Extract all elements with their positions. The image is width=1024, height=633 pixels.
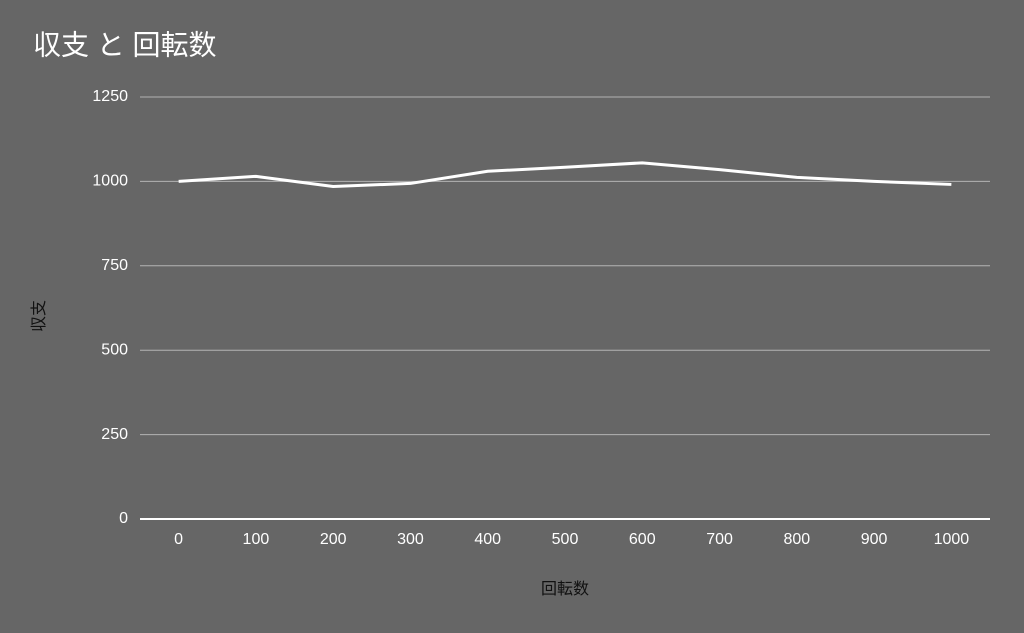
x-tick-label: 100 (243, 531, 270, 548)
y-tick-label: 0 (119, 510, 128, 527)
y-tick-label: 500 (101, 341, 128, 358)
x-tick-label: 800 (783, 531, 810, 548)
y-tick-label: 1250 (92, 88, 128, 105)
y-axis-title: 収支 (30, 300, 48, 332)
x-tick-label: 900 (861, 531, 888, 548)
y-tick-label: 750 (101, 257, 128, 274)
x-tick-label: 1000 (934, 531, 970, 548)
x-tick-label: 200 (320, 531, 347, 548)
x-tick-label: 300 (397, 531, 424, 548)
data-line (178, 161, 952, 188)
y-tick-label: 250 (101, 426, 128, 443)
chart-title: 収支 と 回転数 (33, 29, 217, 60)
x-tick-label: 600 (629, 531, 656, 548)
x-tick-label: 500 (552, 531, 579, 548)
x-tick-label: 0 (174, 531, 183, 548)
x-tick-label: 400 (474, 531, 501, 548)
x-tick-label: 700 (706, 531, 733, 548)
x-axis-title: 回転数 (541, 580, 589, 598)
y-tick-label: 1000 (92, 173, 128, 190)
